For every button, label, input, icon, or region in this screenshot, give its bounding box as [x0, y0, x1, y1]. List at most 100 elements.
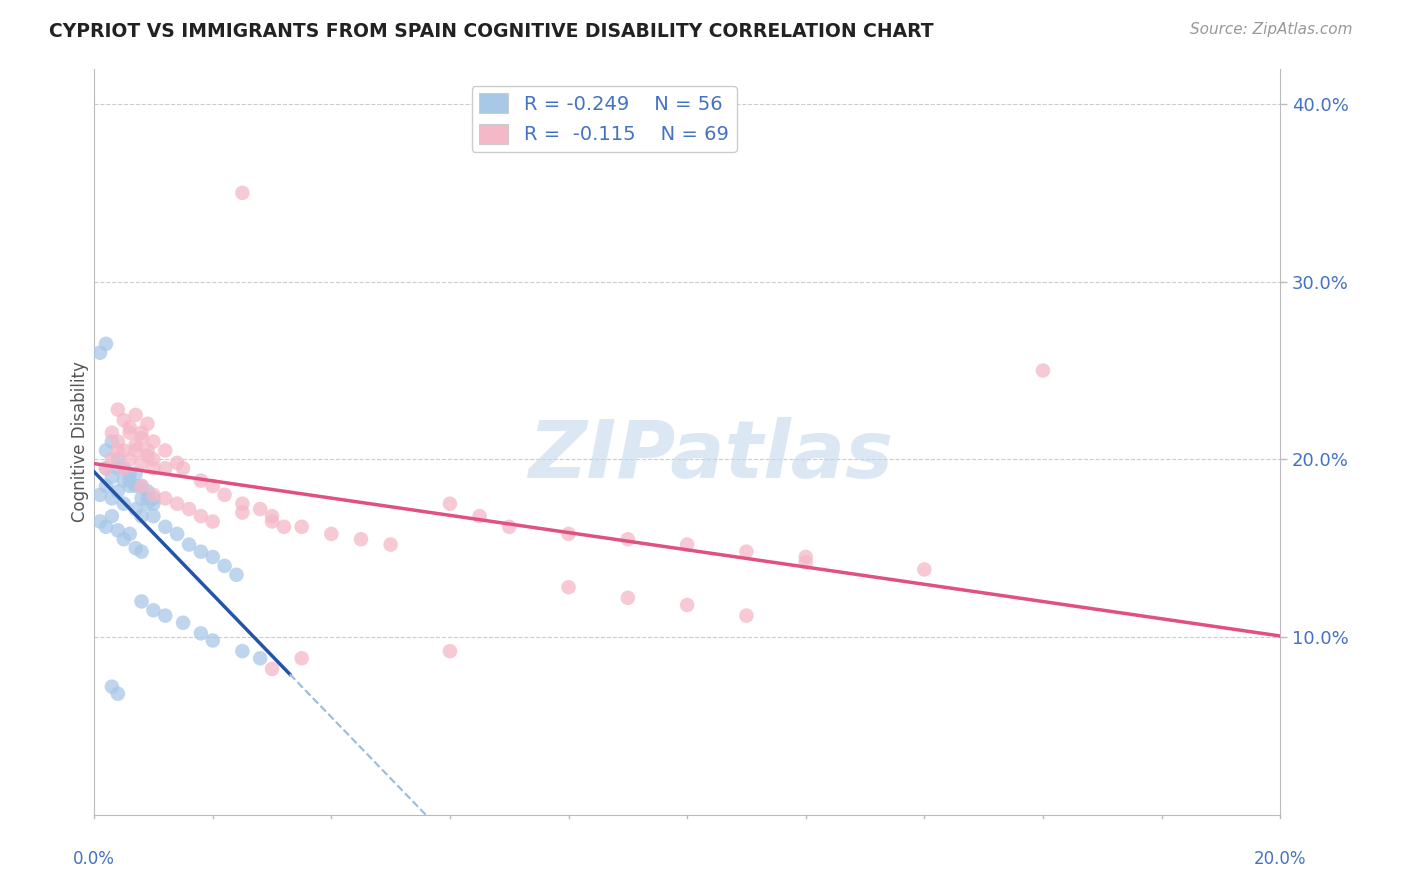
Point — [142, 461, 165, 475]
Point — [166, 527, 188, 541]
Point — [118, 425, 141, 440]
Point — [231, 186, 253, 200]
Point — [155, 520, 177, 534]
Point — [112, 461, 135, 475]
Point — [112, 413, 135, 427]
Point — [468, 509, 491, 524]
Point — [101, 452, 124, 467]
Point — [94, 520, 117, 534]
Point — [201, 515, 224, 529]
Point — [439, 644, 461, 658]
Point — [89, 345, 111, 359]
Point — [124, 502, 146, 516]
Point — [118, 527, 141, 541]
Point — [124, 541, 146, 555]
Point — [118, 474, 141, 488]
Point — [107, 524, 129, 538]
Point — [118, 479, 141, 493]
Point — [131, 479, 153, 493]
Point — [794, 555, 817, 569]
Text: 20.0%: 20.0% — [1254, 850, 1306, 868]
Point — [112, 533, 135, 547]
Point — [131, 544, 153, 558]
Point — [155, 461, 177, 475]
Point — [177, 537, 200, 551]
Point — [498, 520, 520, 534]
Y-axis label: Cognitive Disability: Cognitive Disability — [72, 361, 89, 522]
Point — [94, 461, 117, 475]
Text: ZIPatlas: ZIPatlas — [529, 417, 893, 495]
Point — [273, 520, 295, 534]
Point — [131, 491, 153, 506]
Point — [172, 461, 194, 475]
Text: CYPRIOT VS IMMIGRANTS FROM SPAIN COGNITIVE DISABILITY CORRELATION CHART: CYPRIOT VS IMMIGRANTS FROM SPAIN COGNITI… — [49, 22, 934, 41]
Point — [124, 443, 146, 458]
Point — [557, 527, 579, 541]
Point — [166, 497, 188, 511]
Point — [107, 402, 129, 417]
Point — [136, 491, 159, 506]
Point — [142, 603, 165, 617]
Point — [131, 594, 153, 608]
Point — [136, 484, 159, 499]
Point — [231, 506, 253, 520]
Point — [118, 467, 141, 481]
Point — [249, 651, 271, 665]
Point — [118, 420, 141, 434]
Point — [617, 533, 640, 547]
Point — [260, 662, 283, 676]
Point — [912, 562, 935, 576]
Point — [201, 633, 224, 648]
Point — [107, 484, 129, 499]
Point — [94, 479, 117, 493]
Point — [201, 549, 224, 564]
Point — [177, 502, 200, 516]
Point — [112, 474, 135, 488]
Point — [124, 408, 146, 422]
Point — [166, 456, 188, 470]
Point — [260, 515, 283, 529]
Point — [112, 443, 135, 458]
Point — [101, 425, 124, 440]
Point — [131, 425, 153, 440]
Point — [617, 591, 640, 605]
Point — [142, 497, 165, 511]
Point — [131, 509, 153, 524]
Point — [124, 467, 146, 481]
Point — [557, 580, 579, 594]
Point — [1032, 363, 1054, 377]
Point — [142, 452, 165, 467]
Point — [260, 509, 283, 524]
Point — [231, 497, 253, 511]
Text: 0.0%: 0.0% — [73, 850, 115, 868]
Point — [321, 527, 343, 541]
Point — [214, 558, 236, 573]
Point — [101, 680, 124, 694]
Point — [107, 443, 129, 458]
Point — [190, 509, 212, 524]
Point — [350, 533, 373, 547]
Point — [214, 488, 236, 502]
Point — [112, 461, 135, 475]
Point — [735, 608, 758, 623]
Point — [676, 598, 699, 612]
Point — [118, 452, 141, 467]
Point — [107, 434, 129, 449]
Point — [190, 474, 212, 488]
Point — [142, 488, 165, 502]
Point — [439, 497, 461, 511]
Point — [201, 479, 224, 493]
Point — [380, 537, 402, 551]
Point — [101, 509, 124, 524]
Point — [131, 479, 153, 493]
Point — [101, 470, 124, 484]
Point — [94, 461, 117, 475]
Point — [107, 687, 129, 701]
Point — [124, 438, 146, 452]
Point — [136, 443, 159, 458]
Point — [107, 461, 129, 475]
Point — [155, 491, 177, 506]
Point — [142, 491, 165, 506]
Point — [676, 537, 699, 551]
Point — [131, 431, 153, 445]
